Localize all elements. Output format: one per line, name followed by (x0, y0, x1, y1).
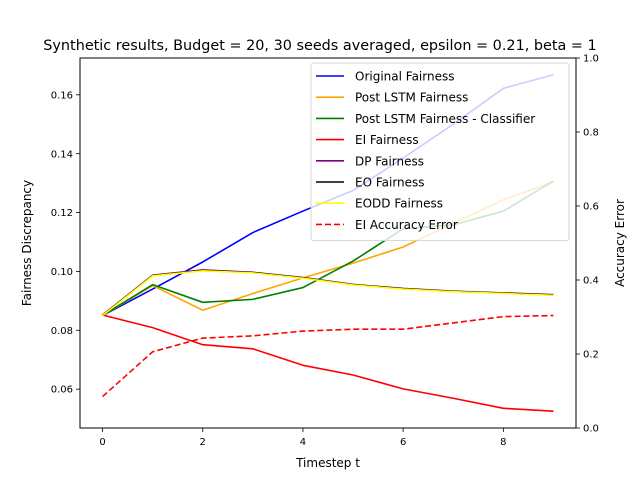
x-axis: 0 2 4 6 8 (99, 428, 507, 448)
x-tick-label: 0 (99, 437, 105, 448)
legend-label-ei-fairness: EI Fairness (355, 133, 419, 147)
y-right-tick-label: 1.0 (583, 54, 599, 65)
y-axis-label-left: Fairness Discrepancy (20, 180, 34, 306)
x-tick-label: 6 (400, 437, 406, 448)
y-right-tick-label: 0.8 (583, 128, 599, 139)
y-right-tick-label: 0.2 (583, 350, 599, 361)
legend-label-eo-fairness: EO Fairness (355, 176, 425, 190)
x-tick-label: 2 (200, 437, 206, 448)
chart-title: Synthetic results, Budget = 20, 30 seeds… (43, 38, 596, 54)
legend-label-post-lstm-fairness: Post LSTM Fairness (355, 91, 468, 105)
y-axis-right: 0.0 0.2 0.4 0.6 0.8 1.0 (576, 54, 599, 435)
legend-label-post-lstm-fairness-classifier: Post LSTM Fairness - Classifier (355, 112, 535, 126)
x-axis-label: Timestep t (295, 456, 360, 470)
y-left-tick-label: 0.06 (51, 385, 73, 396)
legend-box (310, 62, 570, 242)
y-left-tick-label: 0.16 (51, 90, 73, 101)
plot-area (102, 74, 554, 413)
y-left-tick-label: 0.12 (51, 208, 73, 219)
series-line-ei-accuracy-error (102, 314, 554, 398)
y-left-tick-label: 0.14 (51, 149, 73, 160)
series-line-ei-fairness (102, 314, 554, 413)
legend: Original Fairness Post LSTM Fairness Post … (310, 62, 570, 242)
x-tick-label: 4 (300, 437, 306, 448)
y-left-tick-label: 0.08 (51, 326, 73, 337)
x-tick-label: 8 (500, 437, 506, 448)
legend-label-ei-accuracy-error: EI Accuracy Error (355, 218, 458, 232)
axes-frame (79, 57, 577, 429)
legend-label-original-fairness: Original Fairness (355, 70, 454, 84)
y-right-tick-label: 0.6 (583, 202, 599, 213)
y-axis-left: 0.06 0.08 0.10 0.12 0.14 0.16 (51, 90, 80, 396)
legend-label-eodd-fairness: EODD Fairness (355, 197, 443, 211)
y-left-tick-label: 0.10 (51, 267, 73, 278)
y-right-tick-label: 0.4 (583, 276, 599, 287)
series-line-eodd-fairness (102, 270, 554, 317)
legend-label-dp-fairness: DP Fairness (355, 154, 424, 168)
y-axis-label-right: Accuracy Error (613, 199, 627, 287)
y-right-tick-label: 0.0 (583, 424, 599, 435)
